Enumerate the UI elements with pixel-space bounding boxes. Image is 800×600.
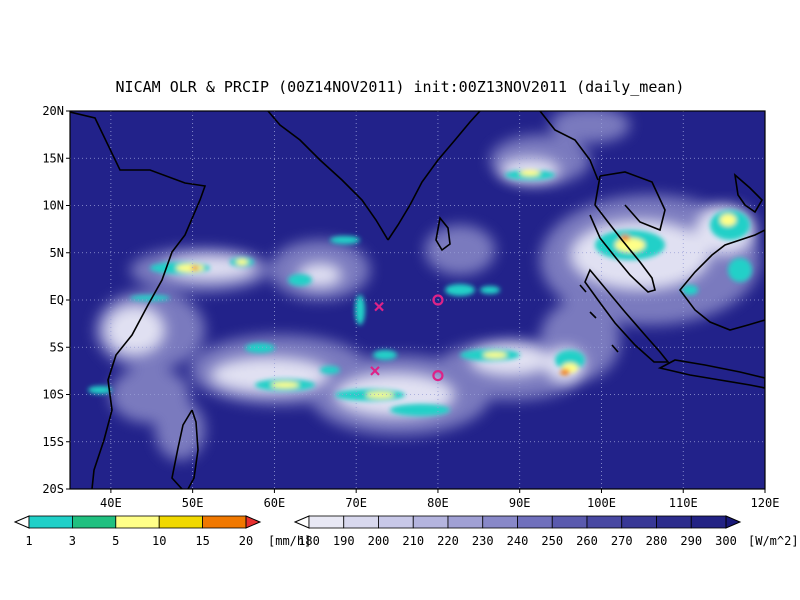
colorbar-label: 20 <box>239 534 253 548</box>
lat-tick-label: 20N <box>42 104 64 118</box>
latitude-labels: 20N 15N 10N 5N EQ 5S 10S 15S 20S <box>42 104 70 496</box>
colorbar-swatch <box>586 515 623 529</box>
borneo <box>678 229 765 331</box>
colorbar-swatch <box>115 515 160 529</box>
colorbar-label: 280 <box>646 534 668 548</box>
lon-tick-label: 80E <box>427 496 449 510</box>
colorbar-label: 180 <box>298 534 320 548</box>
colorbar-arrow-right <box>725 515 742 529</box>
colorbar-label: 300 <box>715 534 737 548</box>
lat-tick-label: EQ <box>50 293 64 307</box>
colorbar-swatch <box>343 515 379 529</box>
colorbar-swatch <box>447 515 484 529</box>
colorbar-swatch <box>551 515 588 529</box>
lon-tick-label: 110E <box>669 496 698 510</box>
o-marker <box>432 294 444 306</box>
colorbar-arrow-left <box>13 515 30 529</box>
colorbar-swatch <box>690 515 727 529</box>
figure-title: NICAM OLR & PRCIP (00Z14NOV2011) init:00… <box>115 78 685 96</box>
colorbar-swatch <box>202 515 247 529</box>
lat-tick-label: 5N <box>50 246 64 260</box>
longitude-labels: 40E 50E 60E 70E 80E 90E 100E 110E 120E <box>100 489 779 510</box>
colorbar-swatch <box>72 515 117 529</box>
colorbar-label: 260 <box>576 534 598 548</box>
colorbar-swatch <box>517 515 553 529</box>
colorbar-unit: [W/m^2] <box>748 534 799 548</box>
o-marker <box>432 370 444 382</box>
colorbar-label: 240 <box>507 534 529 548</box>
x-marker <box>374 301 384 312</box>
colorbar-label: 210 <box>402 534 424 548</box>
colorbar-label: 15 <box>195 534 209 548</box>
olr-colorbar: 180 190 200 210 220 230 240 250 260 270 280 290 300 [… <box>293 515 799 548</box>
lat-tick-label: 10N <box>42 199 64 213</box>
colorbar-label: 10 <box>152 534 166 548</box>
lat-lon-grid <box>70 111 765 489</box>
coastlines <box>70 111 765 489</box>
lon-tick-label: 70E <box>345 496 367 510</box>
colorbar-unit: [mm/h] <box>268 534 311 548</box>
indochina <box>599 171 666 232</box>
madagascar <box>171 409 199 489</box>
precip-colorbar: 1 3 5 10 15 20 [mm/h] <box>13 515 311 548</box>
colorbar-swatch <box>482 515 518 529</box>
lon-tick-label: 50E <box>182 496 204 510</box>
colorbar-swatch <box>308 515 345 529</box>
lat-tick-label: 15S <box>42 435 64 449</box>
lat-tick-label: 15N <box>42 151 64 165</box>
india-east-coast <box>387 111 481 241</box>
colorbar-swatch <box>621 515 657 529</box>
sri-lanka <box>435 216 451 252</box>
colorbar-label: 190 <box>333 534 355 548</box>
lon-tick-label: 100E <box>587 496 616 510</box>
colorbar-swatch <box>656 515 692 529</box>
lat-tick-label: 5S <box>50 340 64 354</box>
lat-tick-label: 20S <box>42 482 64 496</box>
lon-tick-label: 60E <box>264 496 286 510</box>
colorbar-swatch <box>378 515 414 529</box>
colorbar-label: 1 <box>25 534 32 548</box>
colorbar-label: 250 <box>541 534 563 548</box>
lon-tick-label: 120E <box>751 496 780 510</box>
sumatra <box>584 268 670 363</box>
java <box>657 359 765 389</box>
colorbar-label: 230 <box>472 534 494 548</box>
colorbar-label: 290 <box>680 534 702 548</box>
colorbar-swatch <box>28 515 73 529</box>
india-west-coast <box>267 111 389 241</box>
x-marker-stroke <box>370 366 380 376</box>
colorbar-label: 3 <box>69 534 76 548</box>
lon-tick-label: 40E <box>100 496 122 510</box>
cyclone-markers <box>370 294 444 382</box>
africa-coast <box>70 111 207 489</box>
lon-tick-label: 90E <box>509 496 531 510</box>
malay-peninsula <box>589 175 656 293</box>
colorbar-arrow-left <box>293 515 310 529</box>
colorbar-arrow-right <box>245 515 262 529</box>
philippines <box>733 172 764 214</box>
colorbar-swatch <box>412 515 449 529</box>
colorbar-label: 220 <box>437 534 459 548</box>
lat-tick-label: 10S <box>42 388 64 402</box>
colorbar-label: 5 <box>112 534 119 548</box>
colorbar-swatch <box>158 515 203 529</box>
x-marker-stroke <box>374 301 384 312</box>
colorbar-label: 200 <box>368 534 390 548</box>
sumatra-islands <box>579 284 619 353</box>
colorbar-label: 270 <box>611 534 633 548</box>
myanmar-coast <box>539 111 599 181</box>
x-marker <box>370 366 380 376</box>
